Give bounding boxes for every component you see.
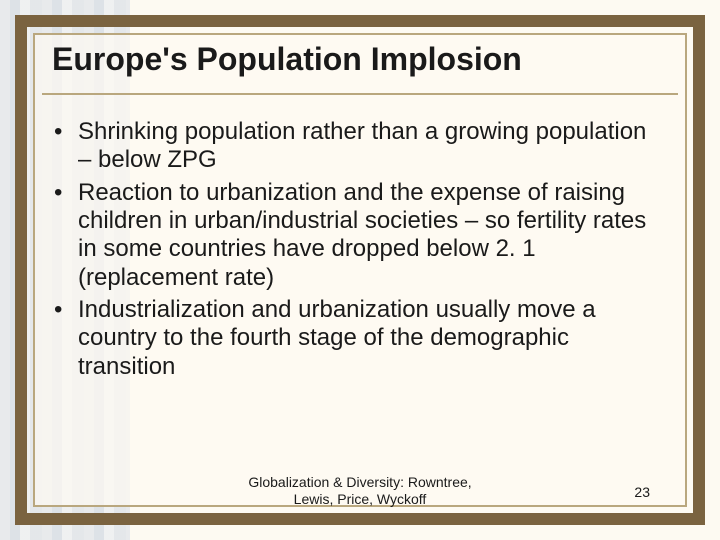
- slide-title: Europe's Population Implosion: [52, 42, 522, 77]
- footer-line: Globalization & Diversity: Rowntree,: [0, 474, 720, 491]
- bullet-list: Shrinking population rather than a growi…: [48, 118, 664, 381]
- bullet-item: Reaction to urbanization and the expense…: [48, 179, 664, 292]
- title-underline: [42, 93, 678, 95]
- bullet-item: Shrinking population rather than a growi…: [48, 118, 664, 175]
- slide-body: Shrinking population rather than a growi…: [48, 118, 664, 385]
- bullet-item: Industrialization and urbanization usual…: [48, 296, 664, 381]
- footer-line: Lewis, Price, Wyckoff: [0, 491, 720, 508]
- footer-citation: Globalization & Diversity: Rowntree, Lew…: [0, 474, 720, 508]
- page-number: 23: [634, 484, 650, 500]
- slide: Europe's Population Implosion Shrinking …: [0, 0, 720, 540]
